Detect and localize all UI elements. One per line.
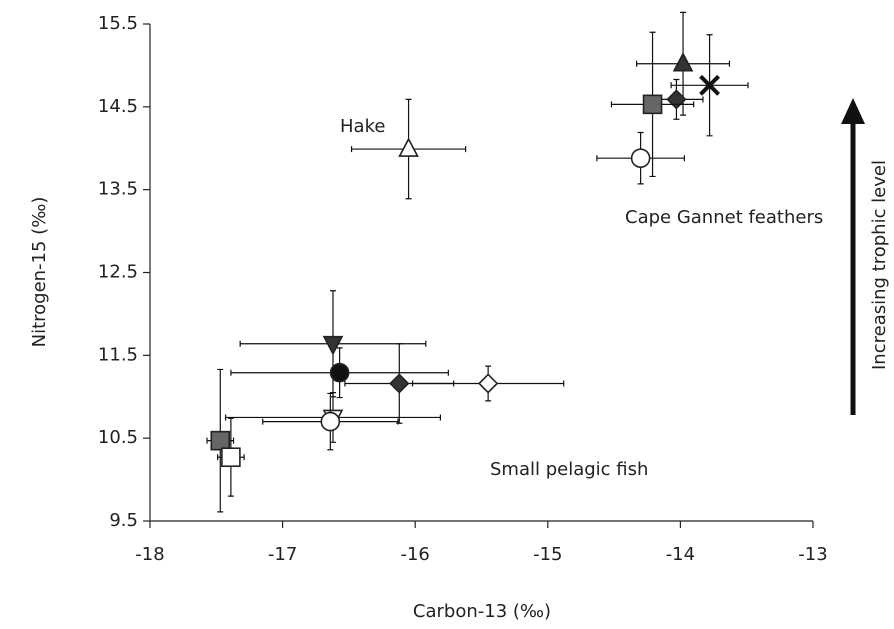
point [699, 74, 720, 96]
arrow-head [841, 98, 865, 124]
y-tick-label: 13.5 [98, 179, 138, 200]
x-tick-label: -17 [268, 544, 297, 565]
point [221, 447, 241, 468]
x-axis-label: Carbon-13 (‰) [413, 601, 551, 622]
y-tick-label: 12.5 [98, 262, 138, 283]
point [329, 362, 350, 383]
y-axis-label: Nitrogen-15 (‰) [29, 197, 50, 348]
point [398, 137, 419, 157]
point [477, 373, 499, 394]
point [322, 335, 344, 356]
point [642, 94, 663, 115]
point [210, 430, 231, 451]
x-tick-label: -14 [666, 544, 695, 565]
point [630, 148, 651, 168]
point [672, 52, 694, 72]
annotation: Hake [340, 116, 385, 137]
annotation: Small pelagic fish [490, 459, 648, 480]
y-tick-label: 9.5 [109, 510, 138, 531]
y-tick-label: 10.5 [98, 427, 138, 448]
point [389, 373, 410, 394]
point [320, 411, 341, 432]
y-tick-label: 15.5 [98, 13, 138, 34]
y-tick-label: 14.5 [98, 96, 138, 117]
y-tick-label: 11.5 [98, 344, 138, 365]
annotation: Increasing trophic level [869, 160, 890, 370]
x-tick-label: -16 [400, 544, 429, 565]
x-tick-label: -15 [533, 544, 562, 565]
x-tick-label: -18 [135, 544, 164, 565]
x-tick-label: -13 [798, 544, 827, 565]
annotation: Cape Gannet feathers [625, 207, 823, 228]
